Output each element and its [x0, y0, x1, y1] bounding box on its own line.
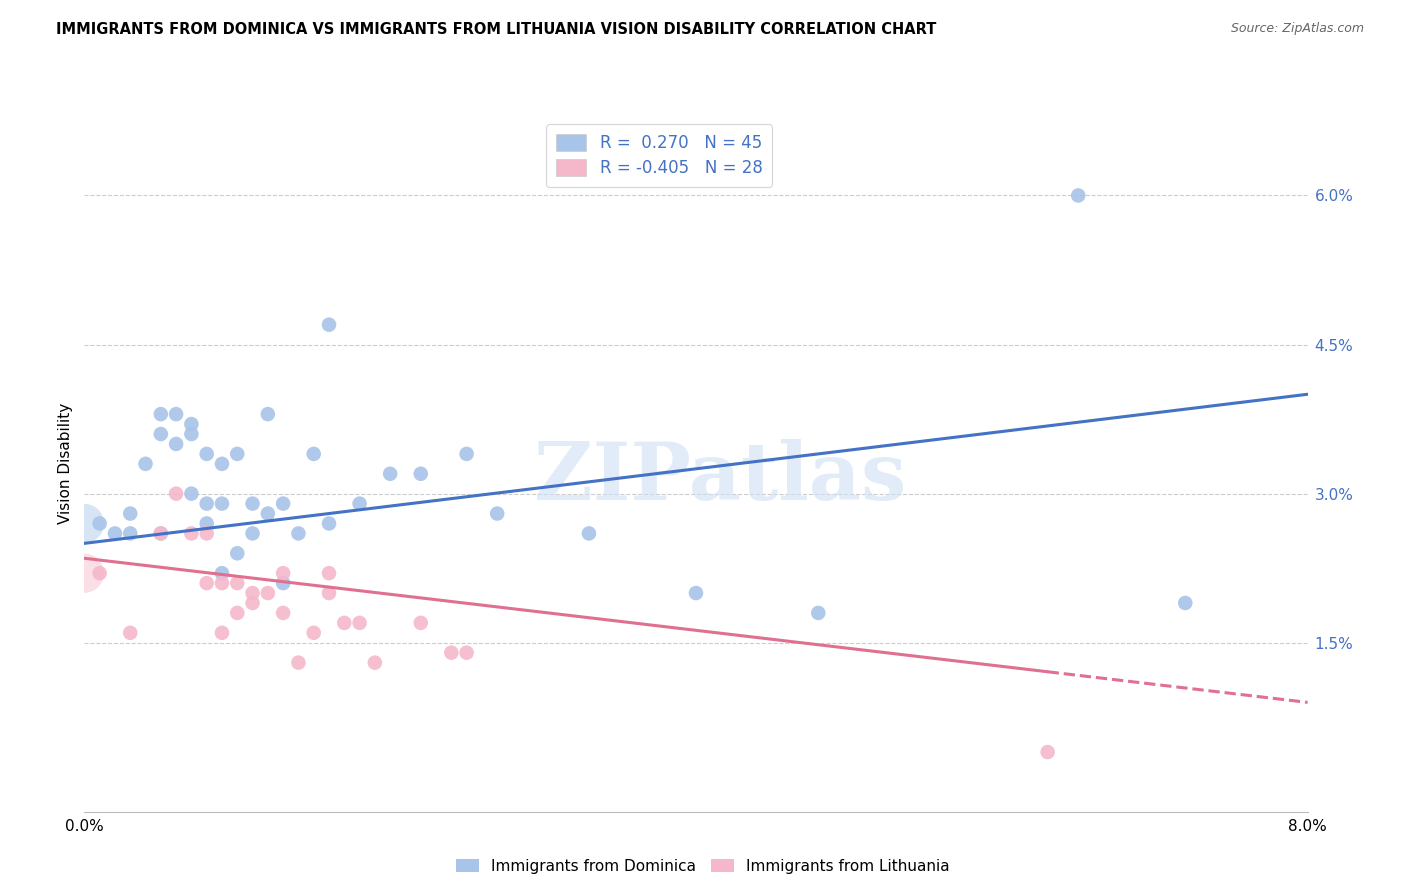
Point — [409, 467, 432, 481]
Point — [180, 427, 202, 442]
Point — [271, 606, 294, 620]
Point — [1067, 188, 1090, 202]
Point — [180, 417, 202, 431]
Point — [318, 516, 340, 531]
Point — [380, 467, 402, 481]
Point — [195, 447, 218, 461]
Point — [195, 576, 218, 591]
Point — [287, 656, 309, 670]
Point — [89, 566, 111, 581]
Point — [440, 646, 463, 660]
Point — [1036, 745, 1059, 759]
Point — [149, 526, 172, 541]
Point — [1174, 596, 1197, 610]
Point — [165, 407, 187, 421]
Point — [180, 486, 202, 500]
Point — [120, 526, 142, 541]
Point — [271, 566, 294, 581]
Point — [409, 615, 432, 630]
Point — [349, 615, 371, 630]
Point — [807, 606, 830, 620]
Point — [211, 566, 233, 581]
Point — [149, 427, 172, 442]
Point — [226, 606, 249, 620]
Point — [211, 497, 233, 511]
Point — [135, 457, 157, 471]
Point — [242, 526, 264, 541]
Point — [349, 497, 371, 511]
Point — [242, 586, 264, 600]
Y-axis label: Vision Disability: Vision Disability — [58, 403, 73, 524]
Point — [73, 566, 96, 581]
Point — [318, 586, 340, 600]
Point — [318, 318, 340, 332]
Point — [120, 507, 142, 521]
Point — [364, 656, 387, 670]
Point — [149, 526, 172, 541]
Point — [302, 625, 325, 640]
Point — [165, 437, 187, 451]
Point — [211, 457, 233, 471]
Point — [333, 615, 356, 630]
Point — [226, 546, 249, 560]
Point — [73, 516, 96, 531]
Point — [685, 586, 707, 600]
Point — [456, 447, 478, 461]
Point — [211, 625, 233, 640]
Point — [271, 497, 294, 511]
Point — [195, 516, 218, 531]
Point — [287, 526, 309, 541]
Text: ZIPatlas: ZIPatlas — [534, 439, 907, 516]
Point — [226, 447, 249, 461]
Point — [242, 497, 264, 511]
Point — [195, 497, 218, 511]
Point — [257, 407, 280, 421]
Point — [486, 507, 509, 521]
Legend: Immigrants from Dominica, Immigrants from Lithuania: Immigrants from Dominica, Immigrants fro… — [450, 853, 956, 880]
Point — [226, 576, 249, 591]
Point — [211, 576, 233, 591]
Point — [271, 576, 294, 591]
Text: Source: ZipAtlas.com: Source: ZipAtlas.com — [1230, 22, 1364, 36]
Point — [578, 526, 600, 541]
Point — [456, 646, 478, 660]
Point — [257, 507, 280, 521]
Point — [257, 586, 280, 600]
Point — [120, 625, 142, 640]
Point — [302, 447, 325, 461]
Text: IMMIGRANTS FROM DOMINICA VS IMMIGRANTS FROM LITHUANIA VISION DISABILITY CORRELAT: IMMIGRANTS FROM DOMINICA VS IMMIGRANTS F… — [56, 22, 936, 37]
Point — [104, 526, 127, 541]
Point — [165, 486, 187, 500]
Point — [149, 407, 172, 421]
Point — [242, 596, 264, 610]
Point — [180, 526, 202, 541]
Point — [89, 516, 111, 531]
Legend: R =  0.270   N = 45, R = -0.405   N = 28: R = 0.270 N = 45, R = -0.405 N = 28 — [546, 124, 772, 187]
Point — [195, 526, 218, 541]
Point — [318, 566, 340, 581]
